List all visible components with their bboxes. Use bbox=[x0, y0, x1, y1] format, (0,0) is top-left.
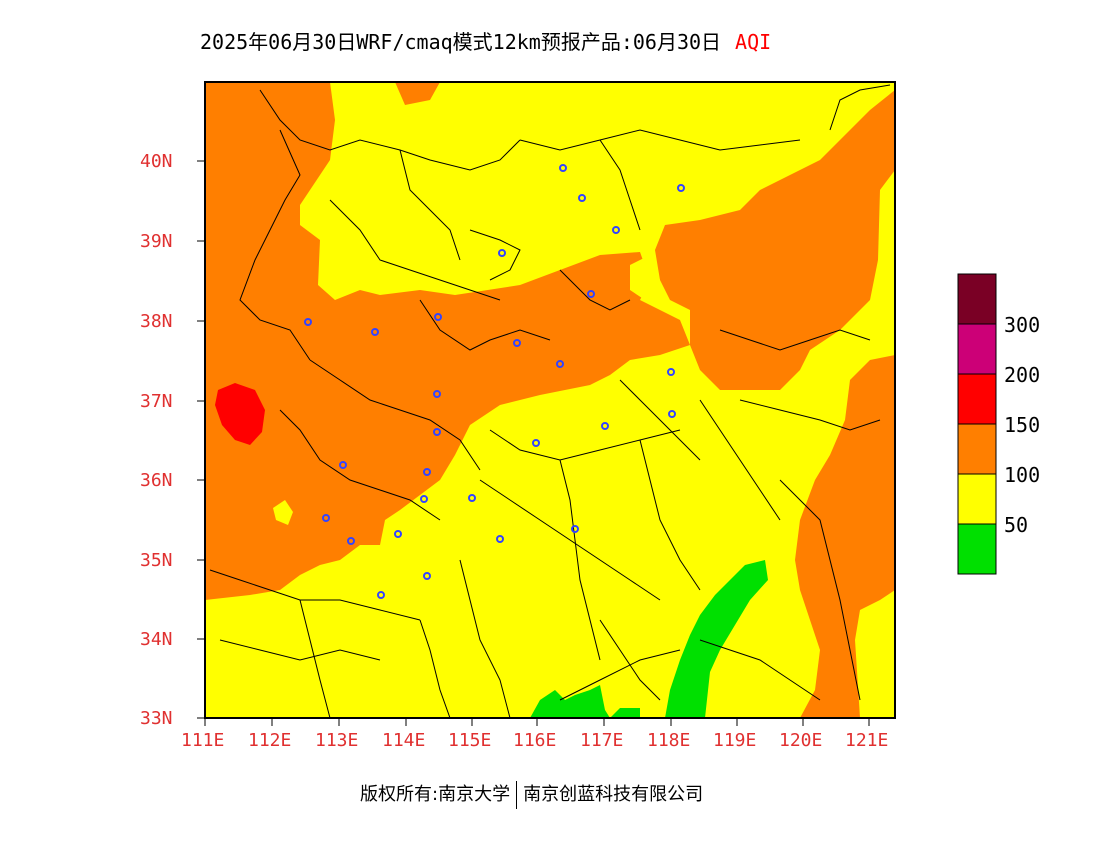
legend-label: 200 bbox=[1004, 363, 1041, 387]
station-marker bbox=[377, 591, 385, 599]
title-variable: AQI bbox=[735, 30, 772, 54]
moderate-island-1 bbox=[273, 500, 293, 525]
station-marker bbox=[578, 194, 586, 202]
sensitive-area-northeast bbox=[655, 90, 895, 390]
station-marker bbox=[496, 535, 504, 543]
station-marker bbox=[532, 439, 540, 447]
x-tick-label: 114E bbox=[382, 730, 426, 751]
boundaries bbox=[209, 84, 891, 718]
x-tick-label: 118E bbox=[647, 730, 691, 751]
station-marker bbox=[423, 468, 431, 476]
legend-label: 150 bbox=[1004, 413, 1041, 437]
moderate-island-2 bbox=[630, 255, 660, 300]
good-area-2 bbox=[530, 685, 610, 718]
x-tick-label: 121E bbox=[845, 730, 889, 751]
legend-swatch-very-unhealthy bbox=[957, 323, 997, 375]
station-marker bbox=[434, 313, 442, 321]
x-tick-label: 111E bbox=[181, 730, 225, 751]
y-tick-label: 34N bbox=[140, 629, 173, 650]
station-marker bbox=[571, 525, 579, 533]
station-marker bbox=[423, 572, 431, 580]
footer-divider bbox=[516, 781, 518, 809]
x-tick-label: 117E bbox=[580, 730, 624, 751]
station-marker bbox=[668, 410, 676, 418]
sensitive-area-east bbox=[795, 355, 895, 718]
station-marker bbox=[347, 537, 355, 545]
title-main: 2025年06月30日WRF/cmaq模式12km预报产品:06月30日 bbox=[200, 30, 722, 54]
y-tick-label: 38N bbox=[140, 311, 173, 332]
sensitive-area-north bbox=[395, 82, 440, 105]
station-marker bbox=[304, 318, 312, 326]
y-tick-label: 39N bbox=[140, 231, 173, 252]
station-marker bbox=[601, 422, 609, 430]
station-markers bbox=[304, 164, 685, 599]
station-marker bbox=[559, 164, 567, 172]
station-marker bbox=[468, 494, 476, 502]
good-area-3 bbox=[610, 708, 640, 718]
y-tick-label: 33N bbox=[140, 708, 173, 729]
copyright-footer: 版权所有:南京大学 南京创蓝科技有限公司 bbox=[360, 780, 703, 809]
legend-label: 100 bbox=[1004, 463, 1041, 487]
x-tick-label: 115E bbox=[448, 730, 492, 751]
map-title: 2025年06月30日WRF/cmaq模式12km预报产品:06月30日 AQI bbox=[200, 26, 771, 55]
station-marker bbox=[339, 461, 347, 469]
station-marker bbox=[433, 390, 441, 398]
station-marker bbox=[394, 530, 402, 538]
axis-ticks bbox=[197, 160, 870, 726]
station-marker bbox=[371, 328, 379, 336]
station-marker bbox=[667, 368, 675, 376]
legend-swatch-sensitive bbox=[957, 423, 997, 475]
legend-swatch-unhealthy bbox=[957, 373, 997, 425]
y-tick-label: 35N bbox=[140, 550, 173, 571]
unhealthy-area bbox=[215, 383, 265, 445]
good-area-1 bbox=[665, 560, 768, 718]
station-marker bbox=[612, 226, 620, 234]
legend-swatch-good bbox=[957, 523, 997, 575]
station-marker bbox=[587, 290, 595, 298]
legend-colorbar bbox=[957, 273, 997, 575]
station-marker bbox=[556, 360, 564, 368]
sensitive-area-west bbox=[205, 82, 690, 600]
station-marker bbox=[433, 428, 441, 436]
legend-swatch-hazardous bbox=[957, 273, 997, 325]
station-marker bbox=[677, 184, 685, 192]
y-tick-label: 36N bbox=[140, 470, 173, 491]
y-tick-label: 40N bbox=[140, 151, 173, 172]
x-tick-label: 112E bbox=[248, 730, 292, 751]
plot-frame bbox=[204, 81, 896, 719]
x-tick-label: 113E bbox=[315, 730, 359, 751]
x-tick-label: 116E bbox=[513, 730, 557, 751]
x-tick-label: 119E bbox=[713, 730, 757, 751]
y-tick-label: 37N bbox=[140, 391, 173, 412]
station-marker bbox=[513, 339, 521, 347]
x-tick-label: 120E bbox=[779, 730, 823, 751]
legend-label: 50 bbox=[1004, 513, 1029, 537]
legend-label: 300 bbox=[1004, 313, 1041, 337]
legend-swatch-moderate bbox=[957, 473, 997, 525]
station-marker bbox=[498, 249, 506, 257]
station-marker bbox=[322, 514, 330, 522]
aqi-field bbox=[205, 82, 895, 718]
copyright-left: 版权所有:南京大学 bbox=[360, 784, 511, 805]
station-marker bbox=[420, 495, 428, 503]
copyright-right: 南京创蓝科技有限公司 bbox=[523, 784, 704, 805]
